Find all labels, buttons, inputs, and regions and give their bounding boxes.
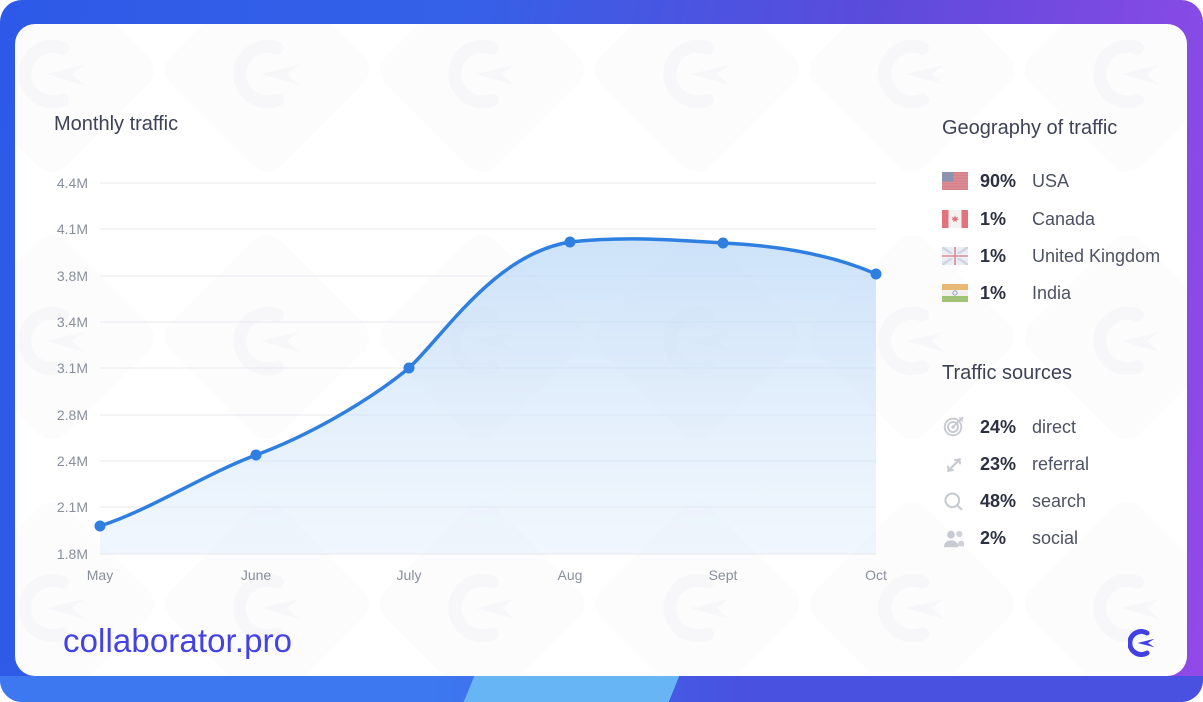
svg-text:July: July [397, 567, 422, 583]
svg-text:May: May [87, 567, 113, 583]
svg-text:2.4M: 2.4M [57, 453, 88, 469]
svg-text:Aug: Aug [558, 567, 583, 583]
svg-text:3.8M: 3.8M [57, 268, 88, 284]
svg-text:4.4M: 4.4M [57, 175, 88, 191]
svg-text:3.4M: 3.4M [57, 314, 88, 330]
svg-text:2.8M: 2.8M [57, 407, 88, 423]
svg-text:2.1M: 2.1M [57, 499, 88, 515]
svg-text:3.1M: 3.1M [57, 360, 88, 376]
svg-text:1.8M: 1.8M [57, 546, 88, 562]
svg-text:Oct: Oct [865, 567, 887, 583]
svg-text:4.1M: 4.1M [57, 221, 88, 237]
svg-text:June: June [241, 567, 272, 583]
svg-text:Sept: Sept [709, 567, 738, 583]
